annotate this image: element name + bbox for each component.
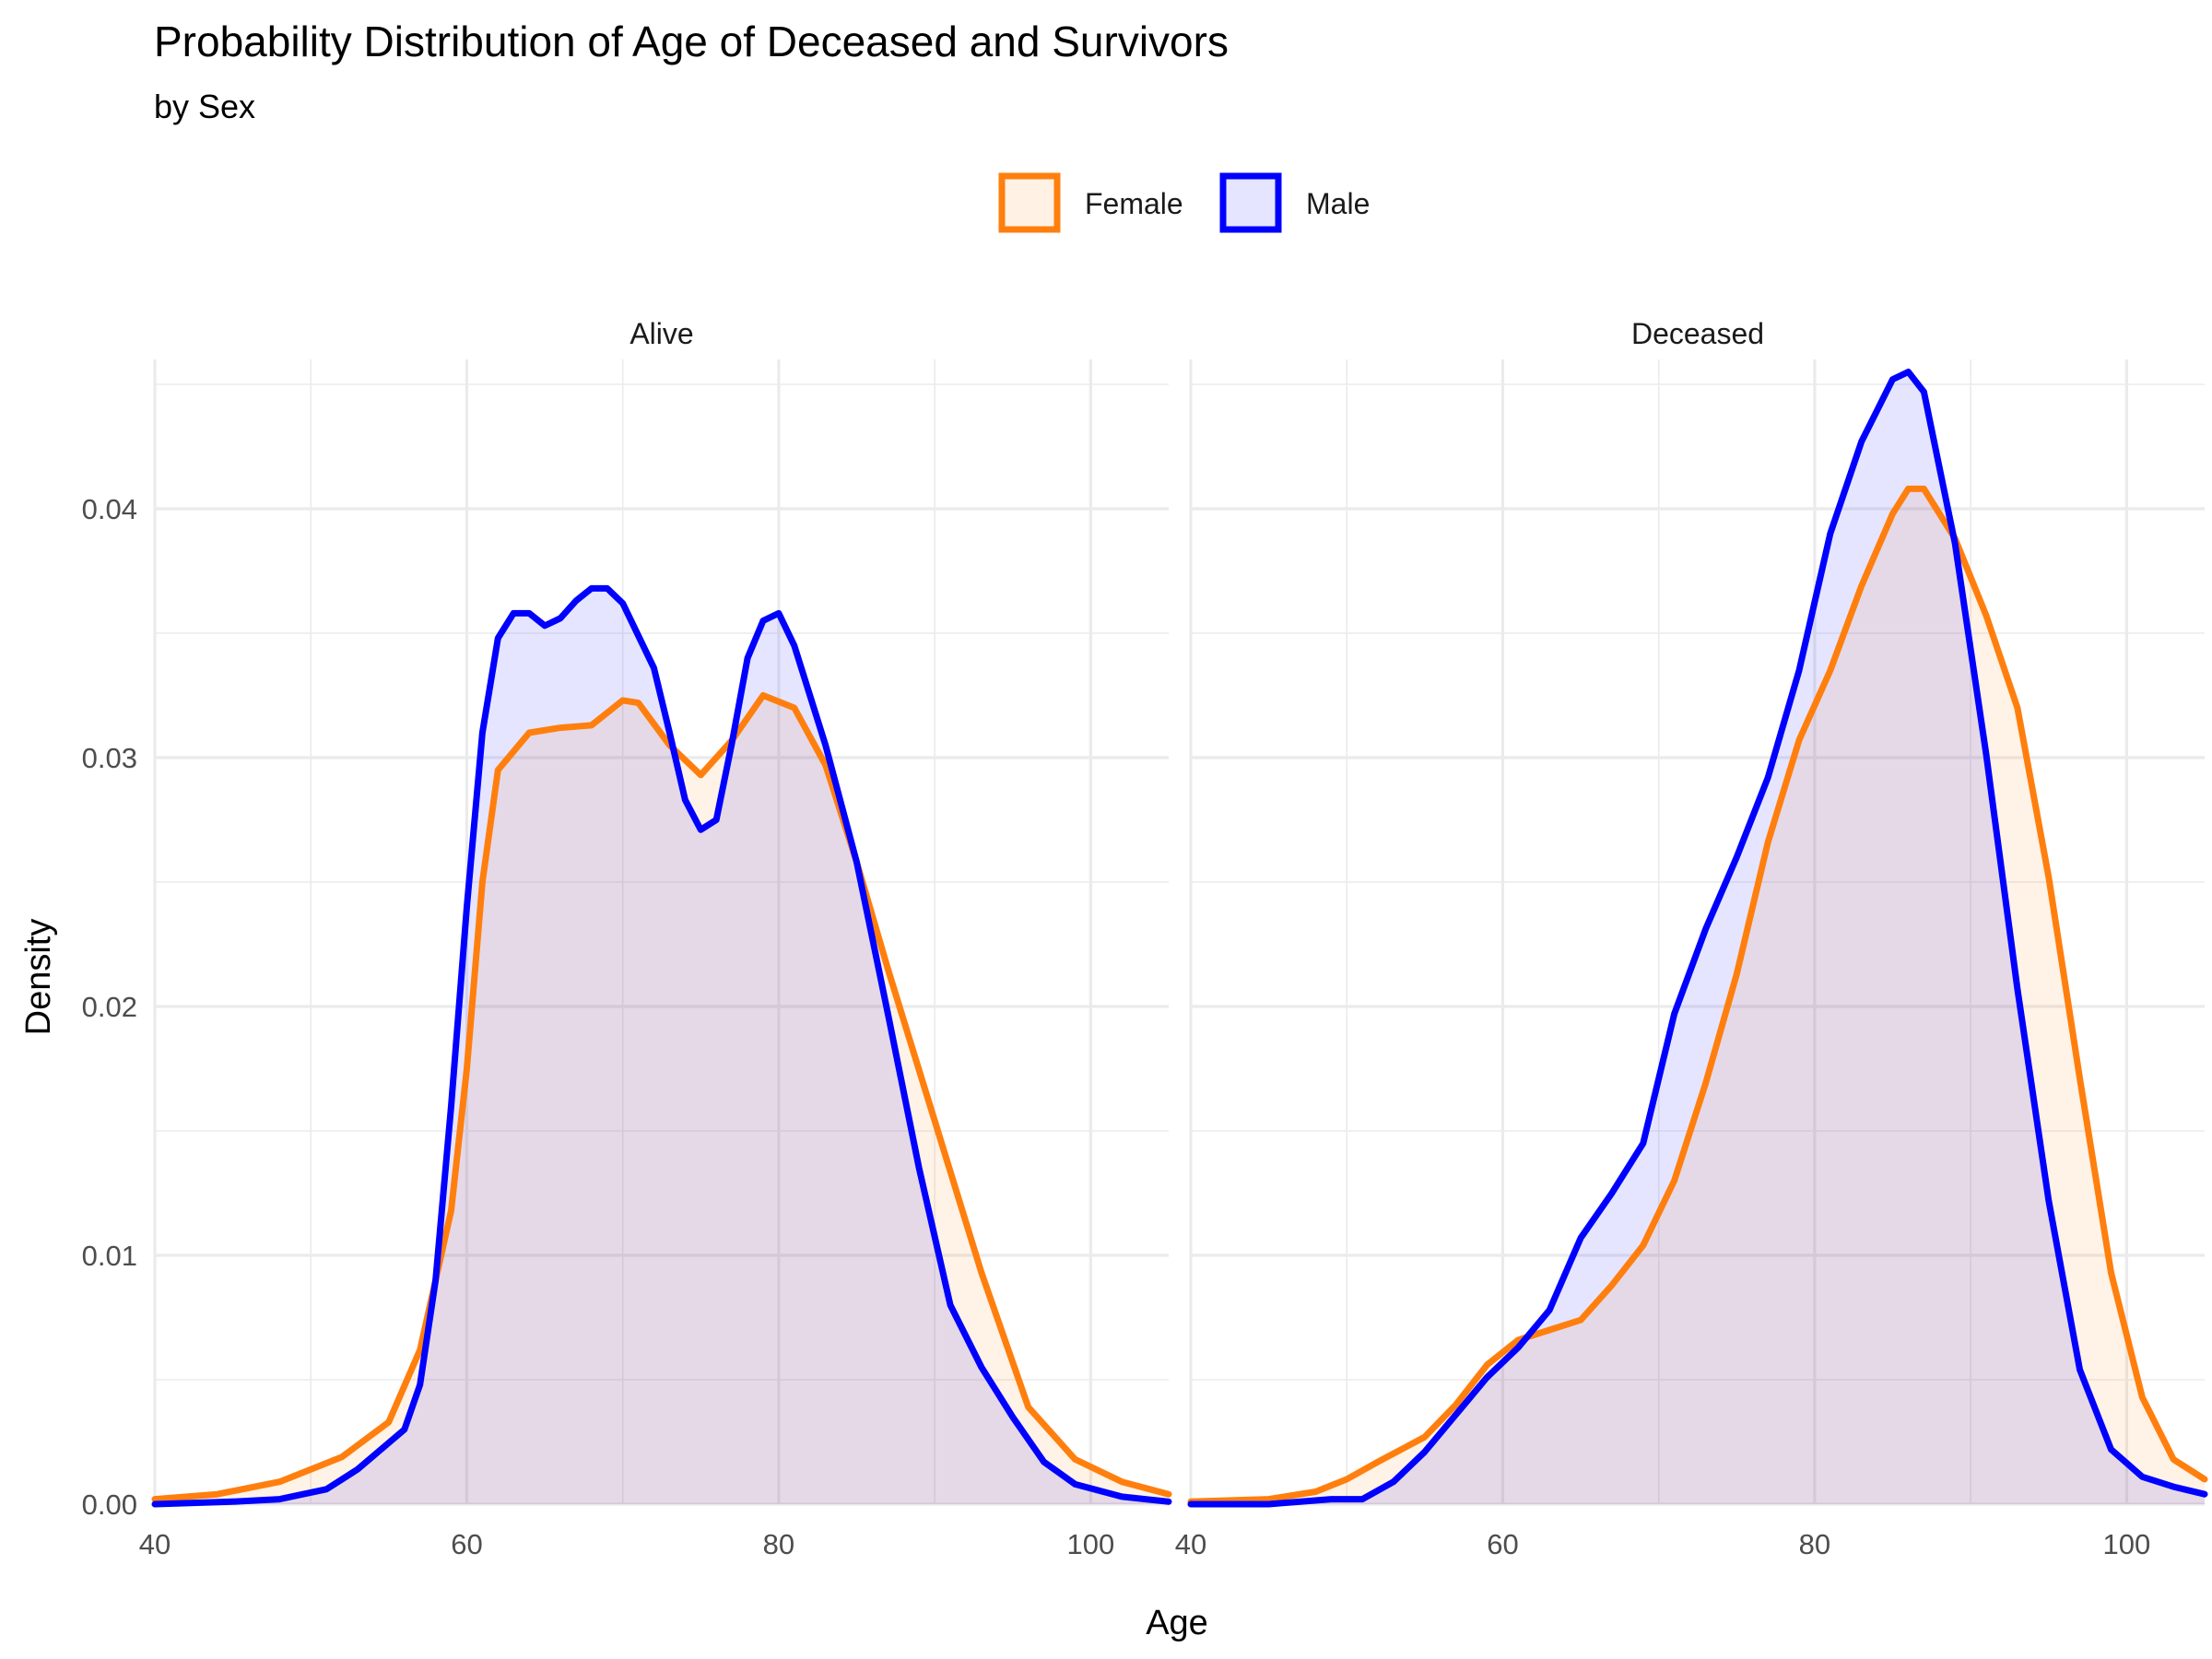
density-area-male-alive: [155, 588, 1169, 1504]
x-axis-title: Age: [1146, 1604, 1208, 1642]
density-line-male-deceased: [1187, 369, 2208, 1508]
legend-key-female: [998, 172, 1061, 233]
density-area-female-alive: [155, 695, 1169, 1504]
density-area-female-deceased: [1191, 488, 2205, 1504]
legend-label-male: Male: [1306, 187, 1370, 220]
x-tick-label-deceased: 80: [1799, 1528, 1830, 1560]
density-fills-deceased: [1191, 371, 2205, 1504]
x-tick-label-deceased: 40: [1175, 1528, 1206, 1560]
panel-deceased: Deceased 40 60 80 100: [1175, 317, 2208, 1560]
y-tick-label: 0.00: [82, 1488, 137, 1521]
density-lines-deceased: [1187, 369, 2208, 1508]
y-tick-label: 0.01: [82, 1240, 137, 1272]
chart-subtitle: by Sex: [154, 88, 255, 125]
strip-label-deceased: Deceased: [1631, 317, 1764, 350]
y-tick-label: 0.02: [82, 991, 137, 1023]
panel-alive: Alive 40 60 80 100 0.00 0.01 0.02 0.03 0.04: [82, 317, 1172, 1560]
chart-title: Probability Distribution of Age of Decea…: [154, 18, 1229, 65]
legend: Female Male: [998, 172, 1370, 233]
strip-label-alive: Alive: [629, 317, 693, 350]
x-tick-label-alive: 60: [451, 1528, 482, 1560]
density-lines-alive: [151, 584, 1172, 1508]
x-tick-label-alive: 100: [1067, 1528, 1115, 1560]
x-tick-label-deceased: 100: [2103, 1528, 2151, 1560]
density-line-female-alive: [151, 692, 1172, 1503]
density-area-male-deceased: [1191, 371, 2205, 1504]
y-tick-label: 0.03: [82, 742, 137, 774]
legend-key-male: [1219, 172, 1282, 233]
density-line-female-deceased: [1187, 485, 2208, 1505]
y-tick-label: 0.04: [82, 493, 137, 525]
x-tick-label-alive: 80: [763, 1528, 794, 1560]
y-axis-title: Density: [19, 919, 58, 1036]
density-line-male-alive: [151, 584, 1172, 1508]
x-tick-label-deceased: 60: [1487, 1528, 1518, 1560]
density-fills-alive: [155, 588, 1169, 1504]
x-tick-label-alive: 40: [139, 1528, 171, 1560]
legend-label-female: Female: [1085, 187, 1183, 220]
facet-panels: Alive 40 60 80 100 0.00 0.01 0.02 0.03 0.04 Deceas…: [82, 317, 2208, 1560]
